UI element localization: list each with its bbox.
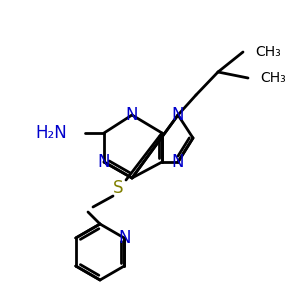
Text: N: N	[172, 106, 184, 124]
Text: N: N	[118, 229, 130, 247]
Text: CH₃: CH₃	[255, 45, 281, 59]
Text: N: N	[126, 106, 138, 124]
Text: N: N	[98, 153, 110, 171]
Text: CH₃: CH₃	[260, 71, 286, 85]
Text: S: S	[113, 179, 123, 197]
Text: N: N	[172, 153, 184, 171]
Text: H₂N: H₂N	[35, 124, 67, 142]
